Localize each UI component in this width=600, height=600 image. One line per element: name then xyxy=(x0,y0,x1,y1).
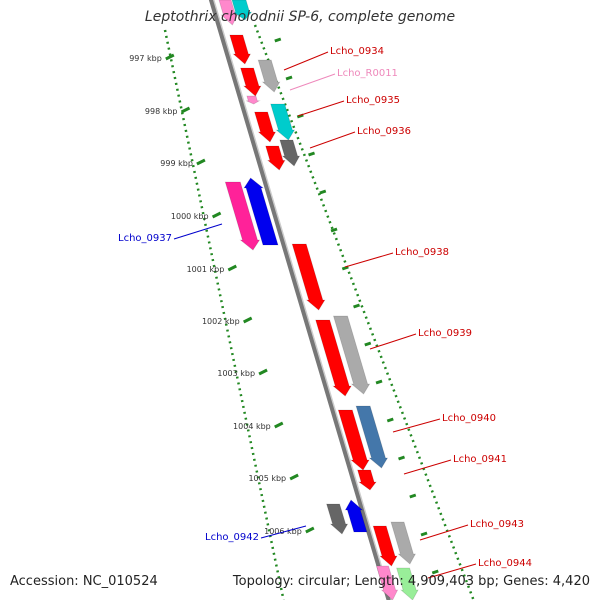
gene-arrow-red-3 xyxy=(265,145,286,171)
scale-tick-right xyxy=(353,303,361,309)
scale-tick-right xyxy=(308,151,316,157)
leader-lcho0944 xyxy=(427,563,477,579)
scale-tick xyxy=(165,53,175,61)
scale-tick-right xyxy=(341,265,349,271)
gene-arrow-lcho0938 xyxy=(291,243,326,311)
gene-arrow-red-2 xyxy=(240,67,262,97)
gene-label-lcho0936: Lcho_0936 xyxy=(357,126,411,137)
gene-arrow-darkgray-1 xyxy=(279,139,301,167)
leader-lcho0936 xyxy=(309,131,356,149)
gene-arrow-lcho0934 xyxy=(229,34,252,65)
gene-label-lcho0942: Lcho_0942 xyxy=(205,532,259,543)
scale-label: 1001 kbp xyxy=(187,265,225,274)
gene-label-lcho0940: Lcho_0940 xyxy=(442,413,496,424)
gene-arrow-lcho0943 xyxy=(372,525,398,567)
gene-label-lcho0935: Lcho_0935 xyxy=(346,95,400,106)
backbone-line xyxy=(208,0,391,600)
scale-tick-right xyxy=(420,531,428,537)
gene-label-lcho0939: Lcho_0939 xyxy=(418,328,472,339)
gene-label-lcho0937: Lcho_0937 xyxy=(118,233,172,244)
gene-arrow-lcho0936-cyan xyxy=(270,103,296,141)
scale-tick xyxy=(274,421,284,429)
scale-tick xyxy=(289,473,299,481)
leader-lchor0011 xyxy=(289,73,336,91)
gene-label-lcho0938: Lcho_0938 xyxy=(395,247,449,258)
scale-label: 1004 kbp xyxy=(233,422,271,431)
scale-tick xyxy=(196,158,206,166)
scale-tick xyxy=(211,211,222,219)
gene-arrow-lcho0940 xyxy=(337,409,370,471)
gene-arrow-lcho0944-green xyxy=(396,567,419,600)
leader-lcho0941 xyxy=(403,459,452,475)
scale-guide-right xyxy=(253,24,475,600)
scale-tick-right xyxy=(386,417,394,423)
gene-arrow-lchor0011 xyxy=(246,95,261,105)
scale-tick-right xyxy=(364,341,372,347)
scale-tick xyxy=(258,368,268,376)
gene-arrow-darkgray-2 xyxy=(326,503,349,535)
gene-arrow-steelblue xyxy=(355,405,389,469)
gene-arrow-gray-1 xyxy=(257,59,281,93)
scale-tick xyxy=(305,526,315,534)
scale-guide-left xyxy=(163,29,285,600)
scale-tick xyxy=(180,106,191,114)
scale-tick-right xyxy=(409,493,417,499)
gene-arrow-lcho0937-magenta xyxy=(224,181,261,251)
gene-arrow-lcho0939 xyxy=(315,319,352,397)
gene-arrow-lcho0937-blue xyxy=(243,177,279,246)
leader-lcho0937 xyxy=(173,223,223,240)
scale-tick-right xyxy=(296,113,304,119)
genome-summary-text: Topology: circular; Length: 4,909,403 bp… xyxy=(232,574,590,589)
scale-label: 1002 kbp xyxy=(202,317,240,326)
genome-title: Leptothrix cholodnii SP-6, complete geno… xyxy=(144,9,456,25)
scale-tick-right xyxy=(285,75,293,81)
accession-text: Accession: NC_010524 xyxy=(10,574,158,589)
gene-label-lcho0944: Lcho_0944 xyxy=(478,558,532,569)
scale-label: 998 kbp xyxy=(145,107,178,116)
scale-tick-right xyxy=(330,227,338,233)
gene-arrow-lcho0941 xyxy=(357,469,377,491)
gene-arrow-lcho0942 xyxy=(344,499,368,533)
leader-lcho0943 xyxy=(419,524,469,541)
gene-arrow-lcho0935 xyxy=(254,111,277,143)
scale-tick-right xyxy=(274,37,282,43)
scale-label: 1006 kbp xyxy=(264,527,302,536)
scale-label: 1005 kbp xyxy=(248,474,286,483)
leader-lcho0942 xyxy=(260,525,307,539)
gene-label-lcho0943: Lcho_0943 xyxy=(470,519,524,530)
leader-lcho0934 xyxy=(283,51,329,71)
scale-label: 999 kbp xyxy=(160,159,193,168)
scale-tick-right xyxy=(398,455,406,461)
scale-tick-right xyxy=(431,569,439,575)
scale-label: 1000 kbp xyxy=(171,212,209,221)
gene-label-lcho0941: Lcho_0941 xyxy=(453,454,507,465)
gene-label-lcho0934: Lcho_0934 xyxy=(330,46,384,57)
leader-lcho0935 xyxy=(297,100,345,117)
leader-lcho0940 xyxy=(392,418,441,433)
gene-arrow-gray-2 xyxy=(332,315,371,395)
leader-lcho0939 xyxy=(369,333,417,350)
scale-tick-right xyxy=(319,189,327,195)
gene-arrow-top-pink xyxy=(218,0,239,26)
leader-lcho0938 xyxy=(344,252,394,268)
gene-arrow-gray-3 xyxy=(390,521,417,565)
gene-label-lchor0011: Lcho_R0011 xyxy=(337,68,398,79)
scale-label: 997 kbp xyxy=(129,54,162,63)
scale-tick xyxy=(227,264,237,272)
scale-tick xyxy=(243,316,253,324)
scale-tick-right xyxy=(375,379,383,385)
gene-arrow-top-cyan xyxy=(231,0,253,21)
scale-label: 1003 kbp xyxy=(217,369,255,378)
gene-arrow-lcho0944-pink xyxy=(375,565,399,600)
